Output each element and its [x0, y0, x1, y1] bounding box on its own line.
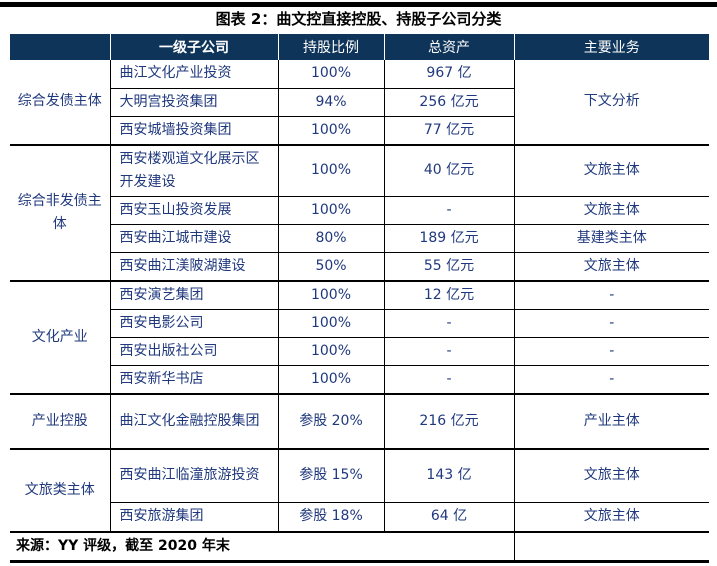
- table-row: 综合发债主体 曲江文化产业投资 100% 967 亿 下文分析: [10, 60, 709, 146]
- business-cell: -: [513, 337, 709, 366]
- top-rule-divider: [0, 2, 717, 7]
- ratio-cell: 80%: [277, 224, 384, 253]
- ratio-cell: 94%: [277, 88, 384, 117]
- subsidiary-cell: 曲江文化金融控股集团: [109, 393, 278, 450]
- table-row: 西安曲江渼陂湖建设 50% 55 亿元 文旅主体: [10, 252, 709, 282]
- ratio-cell: 50%: [277, 252, 384, 282]
- subsidiary-cell: 西安楼观道文化展示区开发建设: [109, 144, 278, 197]
- chart-title: 图表 2：曲文控直接控股、持股子公司分类: [215, 10, 502, 28]
- category-cell: 文旅类主体: [10, 448, 110, 533]
- ratio-cell: 100%: [277, 337, 384, 366]
- assets-cell: 967 亿: [383, 60, 514, 89]
- table-row: 西安旅游集团 参股 18% 64 亿 文旅主体: [10, 502, 709, 533]
- category-cell: 综合非发债主体: [10, 144, 110, 282]
- ratio-cell: 100%: [277, 365, 384, 395]
- assets-cell: 189 亿元: [383, 224, 514, 253]
- source-row: 来源：YY 评级，截至 2020 年末: [10, 530, 709, 563]
- header-category: [10, 34, 110, 60]
- subsidiary-cell: 西安演艺集团: [109, 280, 278, 310]
- header-business: 主要业务: [513, 34, 709, 60]
- subsidiary-cell: 西安曲江临潼旅游投资: [109, 448, 278, 503]
- ratio-cell: 100%: [277, 309, 384, 338]
- subsidiary-cell: 西安曲江渼陂湖建设: [109, 252, 278, 282]
- table-row: 文旅类主体 西安曲江临潼旅游投资 参股 15% 143 亿 文旅主体: [10, 448, 709, 533]
- table-row: 西安新华书店 100% - -: [10, 365, 709, 395]
- subsidiary-cell: 西安曲江城市建设: [109, 224, 278, 253]
- subsidiary-cell: 大明宫投资集团: [109, 88, 278, 117]
- assets-cell: 12 亿元: [383, 280, 514, 310]
- assets-cell: -: [383, 309, 514, 338]
- business-cell: -: [513, 280, 709, 310]
- table-row: 西安玉山投资发展 100% - 文旅主体: [10, 196, 709, 225]
- subsidiary-cell: 西安新华书店: [109, 365, 278, 395]
- table-row: 西安曲江城市建设 80% 189 亿元 基建类主体: [10, 224, 709, 253]
- header-subsidiary: 一级子公司: [109, 34, 278, 60]
- subsidiaries-table: 一级子公司 持股比例 总资产 主要业务 综合发债主体 曲江文化产业投资 100%…: [10, 34, 709, 563]
- table-body: 综合发债主体 曲江文化产业投资 100% 967 亿 下文分析 大明宫投资集团 …: [10, 60, 709, 563]
- table-row: 西安城墙投资集团 100% 77 亿元: [10, 116, 709, 146]
- table-header: 一级子公司 持股比例 总资产 主要业务: [10, 34, 709, 60]
- ratio-cell: 100%: [277, 60, 384, 89]
- assets-cell: 143 亿: [383, 448, 514, 503]
- business-cell: 文旅主体: [513, 144, 709, 197]
- assets-cell: 40 亿元: [383, 144, 514, 197]
- subsidiary-cell: 西安出版社公司: [109, 337, 278, 366]
- subsidiary-cell: 西安城墙投资集团: [109, 116, 278, 146]
- assets-cell: 64 亿: [383, 502, 514, 533]
- subsidiary-cell: 西安旅游集团: [109, 502, 278, 533]
- ratio-cell: 100%: [277, 116, 384, 146]
- business-cell: -: [513, 365, 709, 395]
- source-empty-cell: [513, 530, 709, 563]
- header-assets: 总资产: [383, 34, 514, 60]
- header-row: 一级子公司 持股比例 总资产 主要业务: [10, 34, 709, 60]
- ratio-cell: 100%: [277, 280, 384, 310]
- ratio-cell: 参股 18%: [277, 502, 384, 533]
- category-cell: 产业控股: [10, 393, 110, 450]
- business-cell: 文旅主体: [513, 252, 709, 282]
- ratio-cell: 100%: [277, 144, 384, 197]
- ratio-cell: 参股 20%: [277, 393, 384, 450]
- assets-cell: -: [383, 337, 514, 366]
- category-cell: 文化产业: [10, 280, 110, 395]
- subsidiary-cell: 曲江文化产业投资: [109, 60, 278, 89]
- business-cell: 基建类主体: [513, 224, 709, 253]
- business-cell: 文旅主体: [513, 196, 709, 225]
- table-row: 西安电影公司 100% - -: [10, 309, 709, 338]
- table-row: 大明宫投资集团 94% 256 亿元: [10, 88, 709, 117]
- table-row: 产业控股 曲江文化金融控股集团 参股 20% 216 亿元 产业主体: [10, 393, 709, 450]
- business-cell: 文旅主体: [513, 448, 709, 503]
- assets-cell: -: [383, 196, 514, 225]
- subsidiary-cell: 西安电影公司: [109, 309, 278, 338]
- table-row: 文化产业 西安演艺集团 100% 12 亿元 -: [10, 280, 709, 395]
- assets-cell: 55 亿元: [383, 252, 514, 282]
- assets-cell: -: [383, 365, 514, 395]
- business-cell: 文旅主体: [513, 502, 709, 533]
- business-cell-merged: 下文分析: [513, 60, 709, 146]
- category-cell: 综合发债主体: [10, 60, 110, 146]
- table-row: 综合非发债主体 西安楼观道文化展示区开发建设 100% 40 亿元 文旅主体: [10, 144, 709, 282]
- assets-cell: 256 亿元: [383, 88, 514, 117]
- table-row: 西安出版社公司 100% - -: [10, 337, 709, 366]
- header-ratio: 持股比例: [277, 34, 384, 60]
- business-cell: -: [513, 309, 709, 338]
- ratio-cell: 参股 15%: [277, 448, 384, 503]
- assets-cell: 77 亿元: [383, 116, 514, 146]
- subsidiary-cell: 西安玉山投资发展: [109, 196, 278, 225]
- business-cell: 产业主体: [513, 393, 709, 450]
- ratio-cell: 100%: [277, 196, 384, 225]
- source-note: 来源：YY 评级，截至 2020 年末: [10, 530, 514, 563]
- assets-cell: 216 亿元: [383, 393, 514, 450]
